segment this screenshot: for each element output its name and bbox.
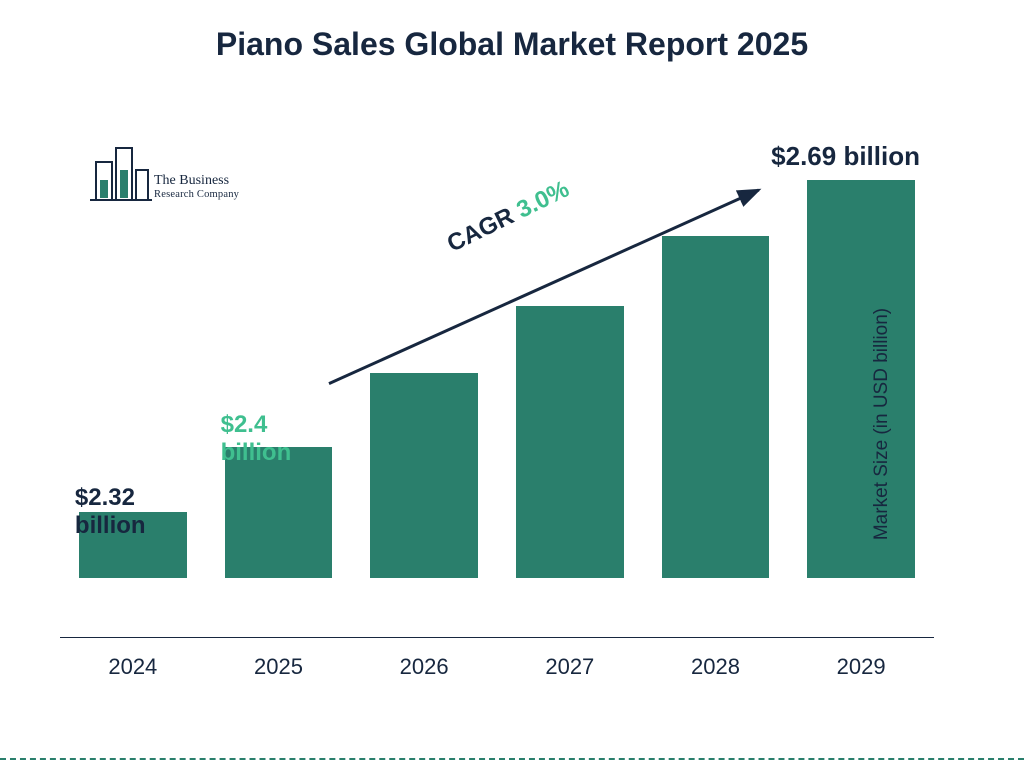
x-tick-label: 2028 — [643, 654, 789, 680]
bar — [807, 180, 915, 578]
bar — [662, 236, 770, 578]
page-root: Piano Sales Global Market Report 2025 Th… — [0, 0, 1024, 768]
x-tick-label: 2027 — [497, 654, 643, 680]
plot-area: $2.32 billion $2.4 billion $2.69 billion — [60, 150, 934, 638]
bar-chart: $2.32 billion $2.4 billion $2.69 billion — [60, 150, 934, 698]
x-tick-label: 2029 — [788, 654, 934, 680]
x-tick-label: 2024 — [60, 654, 206, 680]
bar — [225, 447, 333, 578]
x-axis-line — [60, 637, 934, 638]
callout-2025: $2.4 billion — [221, 411, 292, 466]
bar — [516, 306, 624, 578]
callout-2025-line1: $2.4 — [221, 411, 292, 439]
callout-2025-line2: billion — [221, 439, 292, 467]
callout-2029: $2.69 billion — [771, 142, 920, 172]
x-axis-labels: 202420252026202720282029 — [60, 648, 934, 698]
x-tick-label: 2026 — [351, 654, 497, 680]
chart-title: Piano Sales Global Market Report 2025 — [0, 26, 1024, 63]
x-tick-label: 2025 — [206, 654, 352, 680]
callout-2024: $2.32 billion — [75, 484, 146, 539]
y-axis-label: Market Size (in USD billion) — [871, 308, 893, 540]
footer-divider — [0, 758, 1024, 760]
bar — [370, 373, 478, 578]
callout-2024-line1: $2.32 — [75, 484, 146, 512]
callout-2024-line2: billion — [75, 512, 146, 540]
